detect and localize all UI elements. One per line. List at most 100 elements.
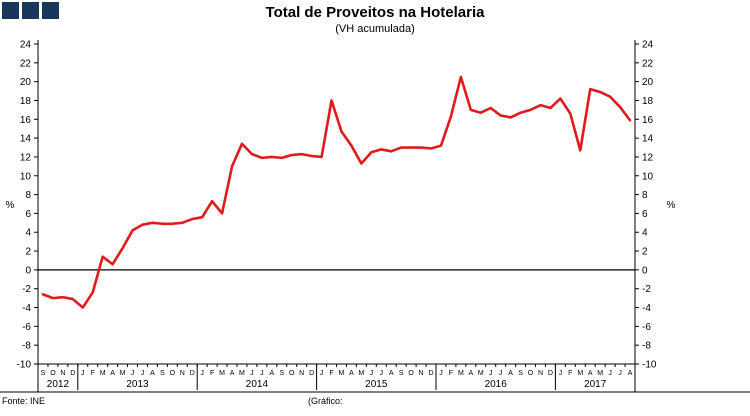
svg-text:%: % (6, 200, 15, 211)
svg-text:24: 24 (20, 40, 32, 51)
svg-text:J: J (439, 370, 443, 377)
logo-square (22, 2, 39, 19)
svg-text:N: N (299, 370, 304, 377)
svg-text:J: J (131, 370, 135, 377)
svg-text:S: S (279, 370, 284, 377)
svg-text:-2: -2 (22, 284, 31, 295)
svg-text:M: M (100, 370, 106, 377)
svg-text:O: O (528, 370, 534, 377)
credit-note: (Gráfico: (308, 396, 343, 406)
svg-text:6: 6 (642, 209, 648, 220)
svg-text:-4: -4 (642, 303, 651, 314)
svg-text:-8: -8 (642, 341, 651, 352)
svg-text:8: 8 (25, 190, 31, 201)
svg-text:M: M (339, 370, 345, 377)
svg-text:J: J (380, 370, 384, 377)
svg-text:A: A (269, 370, 274, 377)
svg-text:D: D (70, 370, 75, 377)
svg-text:J: J (559, 370, 563, 377)
svg-text:2: 2 (25, 247, 31, 258)
svg-text:O: O (408, 370, 414, 377)
logo-square (2, 2, 19, 19)
svg-text:12: 12 (20, 152, 32, 163)
svg-text:D: D (190, 370, 195, 377)
svg-text:J: J (250, 370, 254, 377)
svg-text:F: F (449, 370, 453, 377)
svg-text:-10: -10 (642, 360, 657, 371)
svg-text:20: 20 (20, 77, 32, 88)
svg-text:J: J (320, 370, 324, 377)
svg-text:-4: -4 (22, 303, 31, 314)
svg-text:J: J (618, 370, 622, 377)
svg-text:14: 14 (642, 134, 654, 145)
svg-text:-10: -10 (17, 360, 32, 371)
svg-text:6: 6 (25, 209, 31, 220)
svg-text:N: N (60, 370, 65, 377)
svg-text:D: D (548, 370, 553, 377)
svg-text:A: A (349, 370, 354, 377)
svg-text:22: 22 (642, 58, 654, 69)
svg-text:O: O (50, 370, 56, 377)
svg-text:D: D (309, 370, 314, 377)
svg-text:S: S (41, 370, 46, 377)
svg-text:F: F (91, 370, 95, 377)
svg-text:S: S (160, 370, 165, 377)
svg-text:A: A (110, 370, 115, 377)
svg-text:J: J (489, 370, 493, 377)
svg-text:O: O (170, 370, 176, 377)
series-line (41, 75, 632, 309)
svg-text:F: F (329, 370, 333, 377)
svg-text:S: S (399, 370, 404, 377)
svg-text:A: A (150, 370, 155, 377)
svg-text:16: 16 (642, 115, 654, 126)
svg-text:8: 8 (642, 190, 648, 201)
svg-text:M: M (219, 370, 225, 377)
svg-text:S: S (518, 370, 523, 377)
svg-text:J: J (200, 370, 204, 377)
svg-text:M: M (597, 370, 603, 377)
svg-text:N: N (538, 370, 543, 377)
svg-text:J: J (260, 370, 264, 377)
logo-square (42, 2, 59, 19)
svg-text:22: 22 (20, 58, 32, 69)
svg-text:10: 10 (20, 171, 32, 182)
svg-text:A: A (230, 370, 235, 377)
svg-text:J: J (499, 370, 503, 377)
svg-text:M: M (478, 370, 484, 377)
svg-text:2012: 2012 (47, 379, 70, 390)
svg-text:O: O (289, 370, 295, 377)
svg-text:16: 16 (20, 115, 32, 126)
svg-text:N: N (419, 370, 424, 377)
svg-text:M: M (458, 370, 464, 377)
source-note: Fonte: INE (2, 396, 46, 406)
svg-text:F: F (210, 370, 214, 377)
svg-text:A: A (628, 370, 633, 377)
svg-text:2014: 2014 (246, 379, 269, 390)
svg-text:A: A (508, 370, 513, 377)
svg-text:0: 0 (642, 265, 648, 276)
svg-text:J: J (81, 370, 85, 377)
chart-subtitle: (VH acumulada) (335, 23, 415, 35)
svg-text:%: % (667, 200, 676, 211)
svg-text:A: A (588, 370, 593, 377)
svg-text:F: F (568, 370, 572, 377)
svg-text:M: M (239, 370, 245, 377)
svg-text:4: 4 (25, 228, 31, 239)
x-axis-year-labels: 2012 2013 2014 2015 2016 2017 (47, 379, 607, 390)
svg-text:-2: -2 (642, 284, 651, 295)
axes (0, 40, 750, 393)
svg-text:4: 4 (642, 228, 648, 239)
svg-text:2016: 2016 (485, 379, 508, 390)
svg-text:14: 14 (20, 134, 32, 145)
svg-text:J: J (141, 370, 145, 377)
svg-text:A: A (389, 370, 394, 377)
logo (2, 2, 59, 19)
svg-text:2015: 2015 (365, 379, 388, 390)
svg-text:M: M (120, 370, 126, 377)
svg-text:N: N (180, 370, 185, 377)
svg-text:J: J (608, 370, 612, 377)
